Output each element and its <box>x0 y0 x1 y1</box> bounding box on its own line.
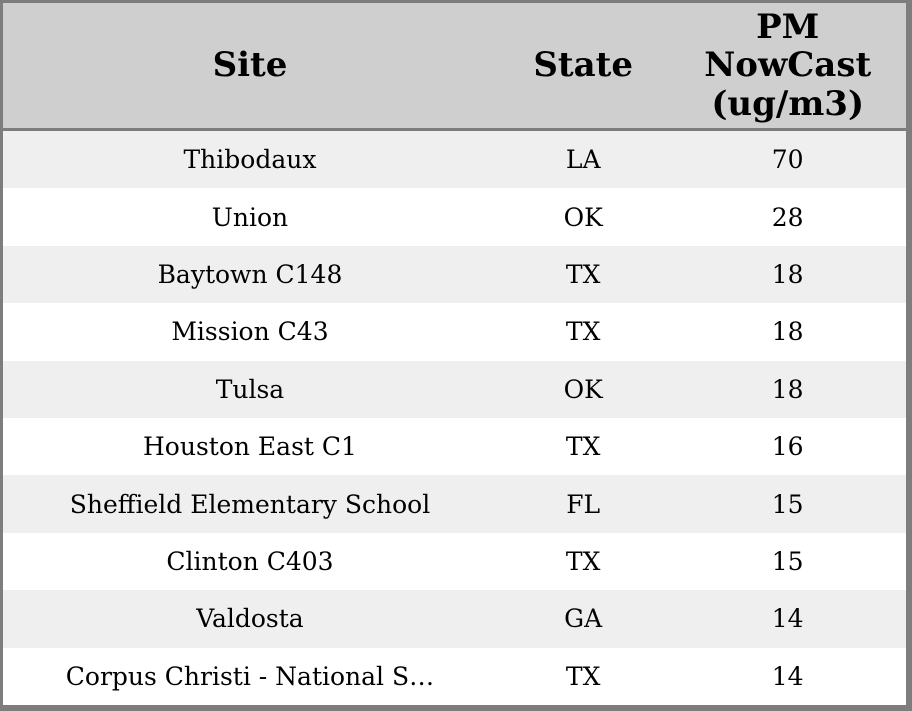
cell-site: Houston East C1 <box>142 432 357 462</box>
table-row: Thibodaux LA 70 <box>3 131 906 189</box>
cell-site: Union <box>211 202 289 232</box>
cell-site: Baytown C148 <box>157 259 343 289</box>
cell-site: Valdosta <box>196 604 304 634</box>
cell-site: Tulsa <box>215 374 285 404</box>
cell-state: TX <box>565 432 601 462</box>
cell-pm-nowcast: 14 <box>771 604 804 634</box>
cell-state: LA <box>565 145 601 175</box>
cell-state: FL <box>566 489 601 519</box>
cell-state: OK <box>563 374 603 404</box>
cell-state: GA <box>564 604 603 634</box>
table-body: Thibodaux LA 70 Union OK 28 Baytown C148 TX 18 Mi… <box>3 131 906 705</box>
table-row: Union OK 28 <box>3 188 906 246</box>
cell-state: TX <box>565 661 601 691</box>
cell-pm-nowcast: 18 <box>771 317 804 347</box>
column-header-state: State <box>533 45 633 86</box>
cell-site: Mission C43 <box>171 317 329 347</box>
table-row: Clinton C403 TX 15 <box>3 532 906 591</box>
column-header-pm-nowcast-label: PM NowCast (ug/m3) <box>704 6 872 124</box>
cell-pm-nowcast: 15 <box>771 546 804 576</box>
column-header-pm-nowcast: PM NowCast (ug/m3) <box>669 3 906 128</box>
cell-site: Clinton C403 <box>166 546 334 576</box>
cell-site: Sheffield Elementary School <box>69 489 431 519</box>
cell-state: TX <box>565 546 601 576</box>
cell-pm-nowcast: 18 <box>771 259 804 289</box>
cell-state: OK <box>563 202 603 232</box>
cell-pm-nowcast: 18 <box>771 374 804 404</box>
cell-pm-nowcast: 15 <box>771 489 804 519</box>
cell-site: Thibodaux <box>183 145 317 175</box>
table-header-row: Site State PM NowCast (ug/m3) <box>3 3 906 131</box>
table-row: Tulsa OK 18 <box>3 360 906 418</box>
cell-pm-nowcast: 70 <box>771 145 804 175</box>
cell-state: TX <box>565 259 601 289</box>
table-row: Baytown C148 TX 18 <box>3 245 906 304</box>
table-row: Valdosta GA 14 <box>3 590 906 648</box>
cell-pm-nowcast: 16 <box>771 432 804 462</box>
table-row: Sheffield Elementary School FL 15 <box>3 475 906 533</box>
table-row: Mission C43 TX 18 <box>3 303 906 361</box>
cell-site: Corpus Christi - National S… <box>65 661 435 691</box>
table-row: Corpus Christi - National S… TX 14 <box>3 647 906 705</box>
cell-pm-nowcast: 14 <box>771 661 804 691</box>
cell-pm-nowcast: 28 <box>771 202 804 232</box>
column-header-site: Site <box>212 45 288 86</box>
cell-state: TX <box>565 317 601 347</box>
table-row: Houston East C1 TX 16 <box>3 417 906 476</box>
